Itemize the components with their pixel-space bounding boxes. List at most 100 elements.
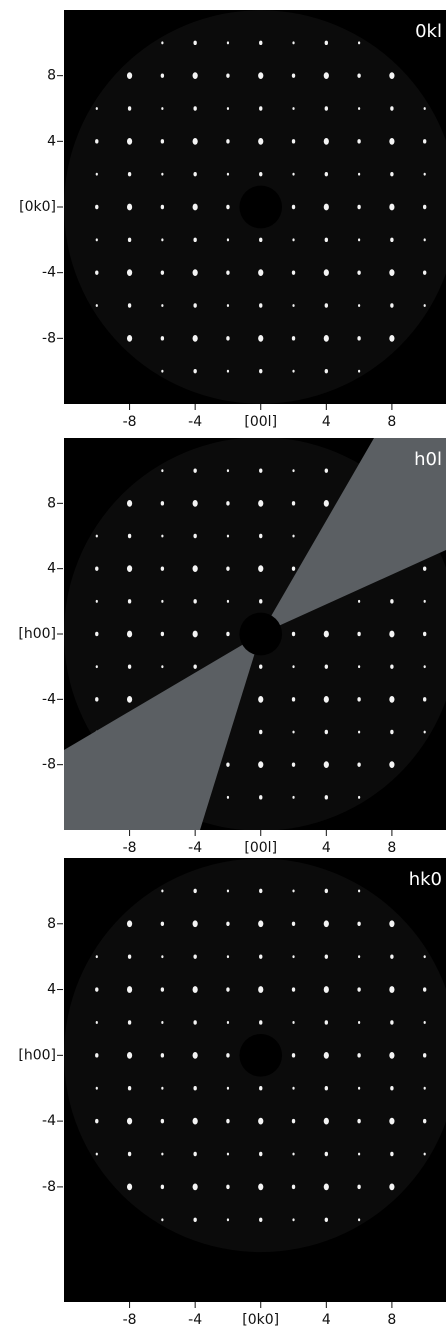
diffraction-spot — [192, 137, 198, 145]
diffraction-spot — [226, 1118, 230, 1124]
diffraction-spot — [259, 40, 263, 46]
diffraction-spot — [323, 137, 329, 145]
diffraction-spot — [390, 1086, 394, 1091]
diffraction-spot — [160, 336, 165, 341]
diffraction-spot — [323, 1051, 329, 1059]
diffraction-spot — [259, 1217, 263, 1222]
diffraction-spot — [258, 1117, 264, 1125]
diffraction-spot — [226, 469, 230, 473]
diffraction-spot — [389, 137, 395, 145]
diffraction-spot — [390, 106, 394, 111]
diffraction-spot — [127, 664, 132, 669]
diffraction-spot — [193, 1020, 197, 1025]
diffraction-spot — [95, 631, 99, 637]
diffraction-spot — [193, 888, 197, 894]
diffraction-spot — [389, 695, 395, 703]
diffraction-spot — [192, 1117, 198, 1125]
diffraction-spot — [324, 171, 329, 177]
x-tick-label: -4 — [188, 840, 202, 856]
diffraction-spot — [226, 139, 230, 144]
diffraction-spot — [423, 172, 426, 176]
diffraction-spot — [259, 888, 263, 894]
diffraction-spot — [390, 664, 394, 669]
diffraction-spot — [192, 986, 198, 993]
diffraction-spot — [95, 270, 99, 275]
diffraction-spot — [258, 920, 264, 928]
diffraction-spot — [259, 368, 263, 374]
diffraction-spot — [160, 566, 165, 571]
diffraction-spot — [226, 107, 230, 110]
diffraction-spot — [126, 499, 133, 507]
diffraction-spot — [226, 304, 230, 307]
diffraction-spot — [126, 72, 133, 80]
panel — [64, 858, 446, 1302]
diffraction-spot — [292, 665, 295, 669]
diffraction-spot — [357, 1184, 361, 1190]
diffraction-spot — [126, 1117, 133, 1125]
y-tick-label: 4 — [47, 561, 56, 577]
diffraction-spot — [357, 987, 361, 992]
diffraction-spot — [292, 107, 295, 110]
diffraction-spot — [357, 204, 361, 210]
diffraction-spot — [259, 106, 263, 111]
diffraction-spot — [291, 501, 296, 506]
x-tick-label: -8 — [123, 1312, 137, 1328]
diffraction-spot — [127, 533, 132, 539]
beam-stop — [239, 1034, 283, 1077]
diffraction-spot — [323, 630, 329, 638]
diffraction-spot — [161, 107, 164, 110]
y-tick-label: -8 — [42, 757, 56, 773]
diffraction-spot — [358, 369, 361, 373]
diffraction-spot — [95, 987, 99, 992]
diffraction-spot — [95, 1053, 99, 1058]
diffraction-spot — [323, 1183, 329, 1191]
diffraction-spot — [193, 954, 197, 959]
panel-title: hk0 — [409, 869, 442, 890]
diffraction-spot — [226, 795, 230, 799]
diffraction-spot — [422, 987, 427, 992]
diffraction-spot — [258, 499, 264, 507]
missing-wedge — [260, 438, 446, 634]
diffraction-spot — [193, 106, 197, 111]
diffraction-spot — [423, 1021, 426, 1024]
diffraction-spot — [192, 269, 198, 277]
diffraction-spot — [324, 1086, 329, 1091]
diffraction-spot — [324, 888, 329, 894]
diffraction-spot — [357, 762, 361, 767]
x-tick-label: 8 — [387, 414, 396, 430]
diffraction-spot — [126, 269, 133, 277]
diffraction-spot — [292, 41, 295, 45]
diffraction-spot — [292, 1086, 295, 1090]
diffraction-spot — [292, 238, 295, 242]
diffraction-spot — [358, 304, 361, 307]
diffraction-spot — [357, 1053, 361, 1058]
diffraction-spot — [323, 1117, 329, 1125]
diffraction-spot — [193, 1151, 197, 1157]
diffraction-spot — [259, 533, 263, 539]
diffraction-spot — [323, 203, 329, 211]
diffraction-spot — [323, 761, 329, 769]
diffraction-spot — [95, 204, 99, 210]
diffraction-spot — [358, 1086, 361, 1090]
diffraction-spot — [161, 1152, 164, 1156]
diffraction-spot — [226, 955, 230, 959]
diffraction-spot — [226, 921, 230, 926]
diffraction-spot — [226, 73, 230, 78]
diffraction-spot — [259, 171, 263, 177]
diffraction-spot — [161, 889, 164, 893]
diffraction-spot — [358, 1218, 361, 1222]
diffraction-spot — [161, 238, 164, 242]
panel-title: h0l — [414, 449, 442, 470]
diffraction-spot — [160, 139, 165, 144]
x-tick-label: -8 — [123, 840, 137, 856]
diffraction-spot — [358, 889, 361, 893]
diffraction-spot — [323, 334, 329, 342]
diffraction-spot — [291, 336, 296, 341]
x-tick-label: 4 — [322, 840, 331, 856]
diffraction-spot — [292, 955, 295, 959]
diffraction-spot — [291, 921, 296, 926]
diffraction-spot — [357, 697, 361, 702]
diffraction-spot — [192, 630, 198, 638]
diffraction-spot — [390, 954, 394, 959]
diffraction-spot — [127, 1086, 132, 1091]
